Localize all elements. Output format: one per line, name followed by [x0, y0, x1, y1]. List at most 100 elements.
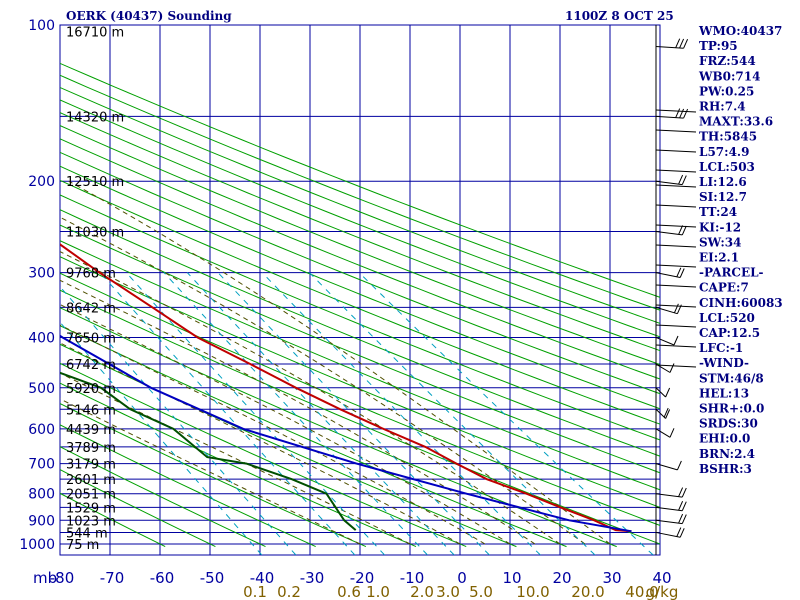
moist-adiabat — [60, 324, 486, 545]
mixing-ratio-line — [309, 272, 596, 555]
height-label: 1023 m — [66, 514, 116, 529]
temperature-tick-label: -30 — [300, 569, 325, 587]
pressure-axis-labels: 100 200 300 400 500 600 700 800 900 1000 — [19, 18, 55, 553]
mixing-ratio-lines — [60, 272, 654, 555]
pressure-tick-label: 900 — [28, 513, 55, 529]
stat-item: WB0:714 — [698, 69, 760, 83]
dry-adiabat — [60, 194, 660, 441]
mixing-ratio-label: 40.0 — [625, 583, 658, 600]
wind-barb-staff — [655, 519, 683, 525]
wind-barb-feather — [669, 428, 675, 438]
wind-barb-feather — [675, 38, 681, 48]
dry-adiabat — [60, 224, 660, 474]
temperature-tick-label: -60 — [150, 569, 175, 587]
mixing-ratio-label: 5.0 — [469, 583, 493, 600]
stat-leader — [655, 324, 697, 328]
pressure-tick-label: 200 — [28, 174, 55, 190]
dry-adiabat — [60, 99, 660, 338]
temperature-tick-label: -70 — [100, 569, 125, 587]
mixing-ratio-line — [358, 272, 654, 555]
mixing-ratio-line — [60, 285, 297, 555]
parcel-trace — [60, 334, 632, 533]
wind-barb-feather — [679, 268, 685, 278]
height-label: 7650 m — [66, 332, 116, 347]
dry-adiabat — [60, 125, 660, 366]
stat-item: TP:95 — [699, 39, 738, 53]
stat-item: KI:-12 — [699, 220, 741, 234]
dry-adiabat — [60, 86, 660, 324]
stat-leader — [655, 264, 697, 268]
stat-item: HEL:13 — [699, 386, 749, 400]
stat-leader — [655, 184, 697, 188]
wind-barb-staff — [655, 463, 678, 471]
wind-barb-feather — [679, 38, 685, 49]
stat-item: LCL:503 — [699, 160, 755, 174]
wind-barb-feather — [683, 108, 689, 119]
stat-leader — [655, 304, 697, 308]
stat-item: EHI:0.0 — [699, 432, 750, 446]
dry-adiabat — [60, 307, 617, 548]
wind-barb-feather — [678, 174, 684, 185]
height-label: 3179 m — [66, 458, 116, 473]
dry-adiabat — [60, 424, 316, 548]
stat-item: TH:5845 — [699, 130, 757, 144]
moist-adiabat — [60, 279, 536, 545]
wind-barb-feather — [676, 527, 682, 537]
stat-item: RH:7.4 — [699, 100, 746, 114]
wind-barb-feather — [679, 528, 685, 538]
wind-barb-staff — [655, 180, 683, 186]
height-label: 14320 m — [66, 110, 124, 125]
wind-barb-feather — [678, 225, 684, 235]
temperature-tick-label: 40 — [652, 569, 671, 587]
stat-item: SHR+:0.0 — [699, 402, 764, 416]
moist-adiabat — [60, 398, 361, 545]
mixing-ratio-line — [163, 272, 428, 555]
dry-adiabat — [60, 74, 660, 311]
mixing-ratio-label: 0.6 — [337, 583, 361, 600]
dry-adiabat — [60, 240, 660, 491]
temperature-tick-label: 20 — [552, 569, 571, 587]
stat-item: STM:46/8 — [699, 371, 764, 385]
wind-barb-feather — [681, 225, 687, 236]
stat-item: BSHR:3 — [699, 462, 752, 476]
wind-barb-feather — [681, 501, 687, 511]
wind-barb-feather — [678, 487, 684, 497]
stat-item: LFC:-1 — [699, 341, 743, 355]
height-label: 2051 m — [66, 488, 116, 503]
height-label: 16710 m — [66, 26, 124, 41]
wind-barb-feather — [663, 407, 669, 418]
wind-barb-feather — [673, 335, 679, 346]
wind-barb-staff — [655, 231, 683, 236]
dry-adiabat — [60, 343, 517, 548]
stat-leader — [655, 169, 697, 173]
mixing-ratio-label: g/kg — [646, 583, 679, 600]
mixing-ratio-label: 2.0 — [410, 583, 434, 600]
stat-item: EI:2.1 — [699, 251, 739, 265]
stat-item: SW:34 — [699, 235, 741, 249]
stat-leader — [655, 244, 697, 248]
wind-barb-staff — [655, 428, 671, 438]
dry-adiabat — [60, 256, 660, 508]
moist-adiabat — [68, 180, 611, 545]
stat-item: -WIND- — [699, 356, 749, 370]
height-label: 4439 m — [66, 423, 116, 438]
pressure-tick-label: 800 — [28, 487, 55, 503]
mixing-ratio-line — [60, 321, 263, 555]
height-label: 1529 m — [66, 501, 116, 516]
stat-item: FRZ:544 — [699, 54, 756, 68]
wind-barb-staff — [655, 45, 684, 49]
wind-barb-staff — [655, 337, 675, 346]
stat-leader — [655, 109, 697, 113]
wind-barb-feather — [678, 500, 684, 511]
dry-adiabat — [60, 446, 266, 548]
pressure-tick-label: 700 — [28, 457, 55, 473]
wind-barb-feather — [683, 38, 689, 49]
wind-barb-feather — [681, 175, 687, 185]
height-labels: 16710 m 14320 m 12510 m 11030 m 9768 m 8642 m… — [66, 26, 124, 553]
observation-time: 1100Z 8 OCT 25 — [565, 9, 674, 23]
pressure-tick-label: 400 — [28, 331, 55, 347]
mixing-ratio-labels: 0.1 0.2 0.6 1.0 2.0 3.0 5.0 10.0 20.0 40.0g/kg — [243, 583, 678, 600]
